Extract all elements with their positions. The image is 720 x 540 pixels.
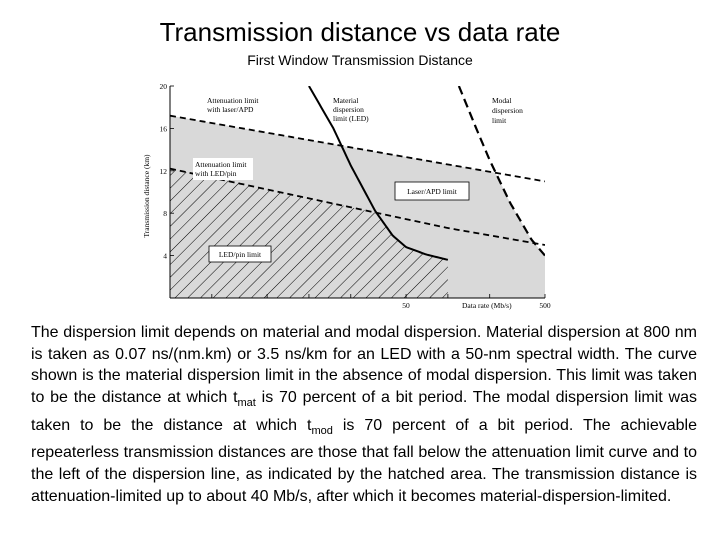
modal-label-line3: limit <box>492 116 507 125</box>
led-pin-box-label: LED/pin limit <box>219 250 262 259</box>
page-subtitle: First Window Transmission Distance <box>247 52 473 68</box>
distance-vs-rate-chart: 50 500 4 8 12 16 20 Attenuation limit with la… <box>142 82 551 310</box>
y-ticks: 4 8 12 16 20 <box>160 82 174 261</box>
modal-label-line1: Modal <box>492 96 512 105</box>
description-part-1: The dispersion limit depends on material… <box>31 324 697 406</box>
modal-dispersion-curve <box>457 86 545 257</box>
y-tick-label: 20 <box>160 82 168 91</box>
description-part-2: is 70 percent of a bit period. The modal… <box>31 388 697 434</box>
att-laser-label-bg <box>205 95 277 115</box>
material-label-line1: Material <box>333 96 358 105</box>
att-led-label-line1: Attenuation limit <box>195 160 247 169</box>
subscript-mod: mod <box>311 424 333 437</box>
att-led-label-bg <box>193 158 253 180</box>
y-tick-label: 8 <box>163 209 167 218</box>
y-axis-label: Transmission distance (km) <box>142 154 151 238</box>
description-paragraph: The dispersion limit depends on material… <box>31 322 697 507</box>
x-axis-label: Data rate (Mb/s) <box>462 301 512 310</box>
y-tick-label: 12 <box>160 167 168 176</box>
material-label-line3: limit (LED) <box>333 114 369 123</box>
att-led-label-line2: with LED/pin <box>195 169 237 178</box>
x-tick-label: 50 <box>402 301 410 310</box>
att-laser-label-line1: Attenuation limit <box>207 96 259 105</box>
laser-apd-box-label: Laser/APD limit <box>407 187 458 196</box>
attenuation-laser-curve <box>170 114 545 183</box>
modal-label-line2: dispersion <box>492 106 523 115</box>
att-laser-label-line2: with laser/APD <box>207 105 254 114</box>
x-ticks: 50 500 <box>169 294 551 310</box>
x-tick-label: 500 <box>539 301 551 310</box>
y-tick-label: 16 <box>160 124 168 133</box>
led-pin-box <box>208 245 272 263</box>
subscript-mat: mat <box>237 396 256 409</box>
led-pin-region <box>170 168 448 298</box>
material-dispersion-curve <box>308 86 449 261</box>
description-part-3: is 70 percent of a bit period. The achie… <box>31 416 697 505</box>
material-label-line2: dispersion <box>333 105 364 114</box>
page-title: Transmission distance vs data rate <box>159 17 561 47</box>
laser-apd-box <box>394 181 470 201</box>
attenuation-led-curve <box>170 167 545 246</box>
y-tick-label: 4 <box>163 252 167 261</box>
